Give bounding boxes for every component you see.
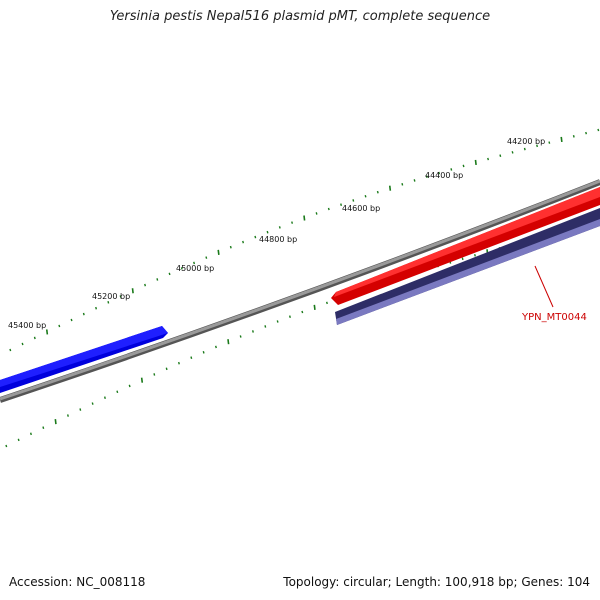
minor-tick [95,306,98,310]
minor-tick [251,330,254,333]
minor-tick [499,154,502,157]
minor-tick [401,182,404,186]
minor-tick [572,135,575,138]
minor-tick [70,318,73,322]
minor-tick [153,373,156,376]
bp-label: 45400 bp [8,321,46,330]
bp-label: 45200 bp [92,292,130,301]
minor-tick [79,408,82,411]
minor-tick [66,414,69,417]
outer-tick-ring: 45400 bp 45200 bp 45000 bp 44800 bp 44600 bp… [8,128,600,352]
minor-tick [242,240,245,244]
bp-label: 44400 bp [425,171,463,180]
minor-tick [301,310,304,314]
major-tick [313,304,316,310]
minor-tick [438,171,441,175]
minor-tick [128,384,131,388]
minor-tick [425,175,428,178]
minor-tick [450,168,453,171]
minor-tick [511,151,514,154]
minor-tick [119,295,122,298]
major-tick [131,288,134,294]
minor-tick [168,272,171,276]
major-tick [217,249,220,255]
minor-tick [177,361,180,365]
minor-tick [266,230,269,234]
major-tick [227,339,230,345]
major-tick [388,185,392,191]
minor-tick [315,212,318,215]
major-tick [474,159,477,166]
bp-label: 45000 bp [176,264,214,273]
major-tick [45,329,49,335]
minor-tick [239,335,242,338]
minor-tick [116,390,119,394]
minor-tick [33,336,36,340]
minor-tick [29,432,32,436]
major-tick [303,215,306,221]
reverse-gene-red[interactable] [331,187,600,305]
summary-text: Topology: circular; Length: 100,918 bp; … [283,575,590,589]
minor-tick [264,325,267,328]
minor-tick [413,179,416,182]
minor-tick [352,199,355,202]
minor-tick [325,301,328,305]
minor-tick [21,342,24,346]
bp-label: 44200 bp [507,137,545,146]
minor-tick [205,256,208,259]
minor-tick [473,253,476,257]
major-tick [54,419,57,425]
accession-text: Accession: NC_008118 [9,575,146,589]
minor-tick [58,324,61,328]
minor-tick [190,356,193,359]
bp-label: 44600 bp [342,204,380,213]
minor-tick [523,147,526,151]
minor-tick [487,157,490,161]
minor-tick [91,402,94,405]
minor-tick [202,350,205,354]
major-tick [140,377,144,383]
minor-tick [107,301,110,304]
minor-tick [42,426,45,429]
minor-tick [327,207,330,211]
minor-tick [376,190,379,194]
minor-tick [180,267,183,270]
minor-tick [536,144,539,148]
minor-tick [291,221,294,224]
minor-tick [9,348,12,352]
minor-tick [17,438,20,442]
minor-tick [597,128,600,132]
minor-tick [193,261,196,265]
minor-tick [156,278,159,281]
minor-tick [229,245,232,249]
minor-tick [548,141,551,144]
gene-label-leader [534,265,554,308]
reverse-gene-navy[interactable] [335,208,600,325]
minor-tick [461,257,464,261]
minor-tick [5,444,8,448]
minor-tick [585,131,588,135]
minor-tick [462,164,465,168]
major-tick [560,136,563,143]
minor-tick [364,194,367,198]
minor-tick [254,235,257,239]
minor-tick [165,367,168,371]
backbone-arc-highlight [0,179,600,401]
minor-tick [103,396,106,399]
minor-tick [214,345,217,349]
forward-gene-blue[interactable] [0,326,168,393]
map-title: Yersinia pestis Nepal516 plasmid pMT, co… [109,9,491,24]
minor-tick [278,226,281,229]
minor-tick [82,312,85,316]
minor-tick [288,315,291,318]
gene-label[interactable]: YPN_MT0044 [521,312,587,323]
minor-tick [276,320,279,323]
bp-label: 44800 bp [259,235,297,244]
minor-tick [144,283,147,287]
minor-tick [340,203,343,206]
